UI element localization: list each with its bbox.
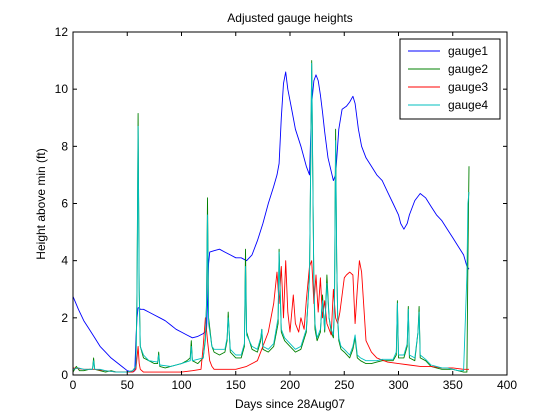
y-tick-label: 2 — [61, 311, 68, 325]
x-tick-label: 350 — [443, 378, 463, 392]
legend-label-gauge3: gauge3 — [448, 80, 488, 94]
y-tick-label: 0 — [61, 368, 68, 382]
y-tick-label: 6 — [61, 197, 68, 211]
x-tick-label: 250 — [334, 378, 354, 392]
x-tick-label: 150 — [226, 378, 246, 392]
legend: gauge1 gauge2 gauge3 gauge4 — [399, 38, 501, 120]
x-tick-label: 200 — [280, 378, 300, 392]
y-tick-label: 8 — [61, 139, 68, 153]
chart-title: Adjusted gauge heights — [227, 11, 352, 25]
y-tick-label: 4 — [61, 254, 68, 268]
y-axis-label: Height above min (ft) — [34, 148, 48, 259]
y-tick-label: 12 — [55, 25, 69, 39]
x-tick-label: 50 — [121, 378, 135, 392]
series-layer — [72, 60, 470, 373]
tick-layer: 0 50 100 150 200 250 300 350 400 0 2 4 6 8 10 12 — [55, 25, 518, 392]
x-tick-label: 100 — [171, 378, 191, 392]
x-tick-label: 400 — [497, 378, 517, 392]
x-tick-label: 0 — [70, 378, 77, 392]
legend-label-gauge4: gauge4 — [448, 98, 488, 112]
y-tick-label: 10 — [55, 82, 69, 96]
legend-box — [399, 38, 501, 120]
series-line-gauge4 — [72, 62, 470, 373]
x-axis-label: Days since 28Aug07 — [235, 397, 345, 411]
x-tick-label: 300 — [388, 378, 408, 392]
legend-label-gauge1: gauge1 — [448, 44, 488, 58]
legend-label-gauge2: gauge2 — [448, 62, 488, 76]
series-line-gauge3 — [72, 260, 469, 373]
